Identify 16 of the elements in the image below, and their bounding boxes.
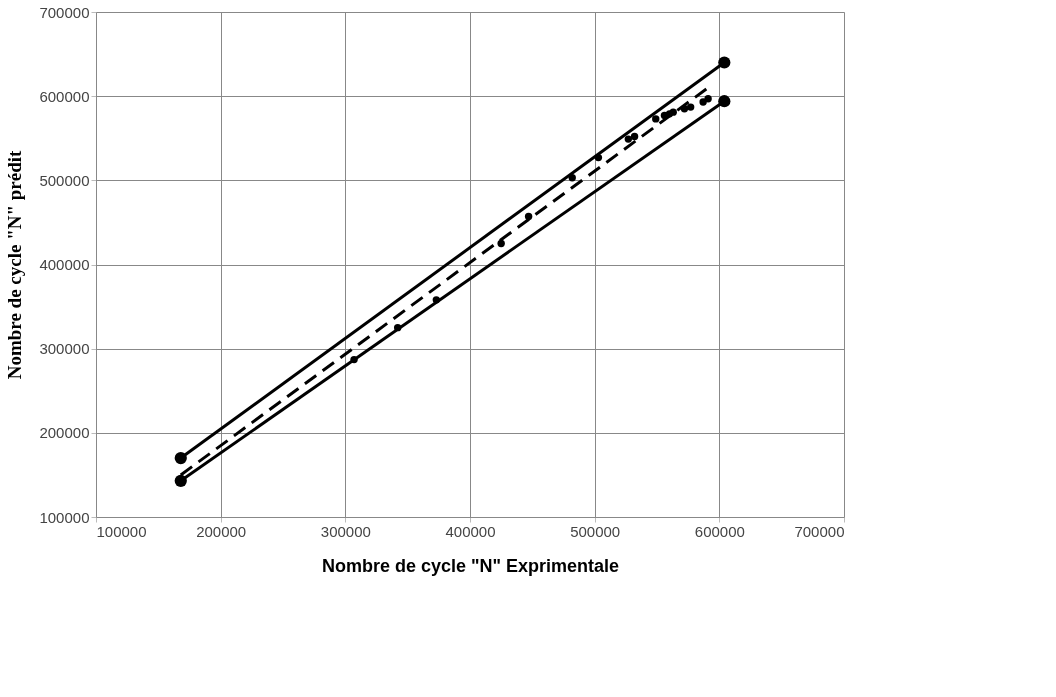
y-tick-label: 700000 xyxy=(39,3,90,21)
x-tick-label: 400000 xyxy=(445,522,496,540)
x-tick-label: 500000 xyxy=(570,522,621,540)
y-axis-title: Nombre de cycle "N" prédit xyxy=(4,150,26,380)
x-tick-label: 700000 xyxy=(794,522,845,540)
y-tick-label: 300000 xyxy=(39,340,90,358)
x-tick-label: 600000 xyxy=(694,522,745,540)
x-tick-label: 300000 xyxy=(320,522,371,540)
y-tick-label: 200000 xyxy=(39,424,90,442)
y-tick-label: 500000 xyxy=(39,171,90,189)
y-tick-label: 600000 xyxy=(39,87,90,105)
x-tick-label: 100000 xyxy=(96,522,147,540)
y-tick-label: 100000 xyxy=(39,508,90,526)
x-tick-label: 200000 xyxy=(196,522,247,540)
x-axis-title: Nombre de cycle "N" Exprimentale xyxy=(321,555,620,576)
y-tick-label: 400000 xyxy=(39,256,90,273)
